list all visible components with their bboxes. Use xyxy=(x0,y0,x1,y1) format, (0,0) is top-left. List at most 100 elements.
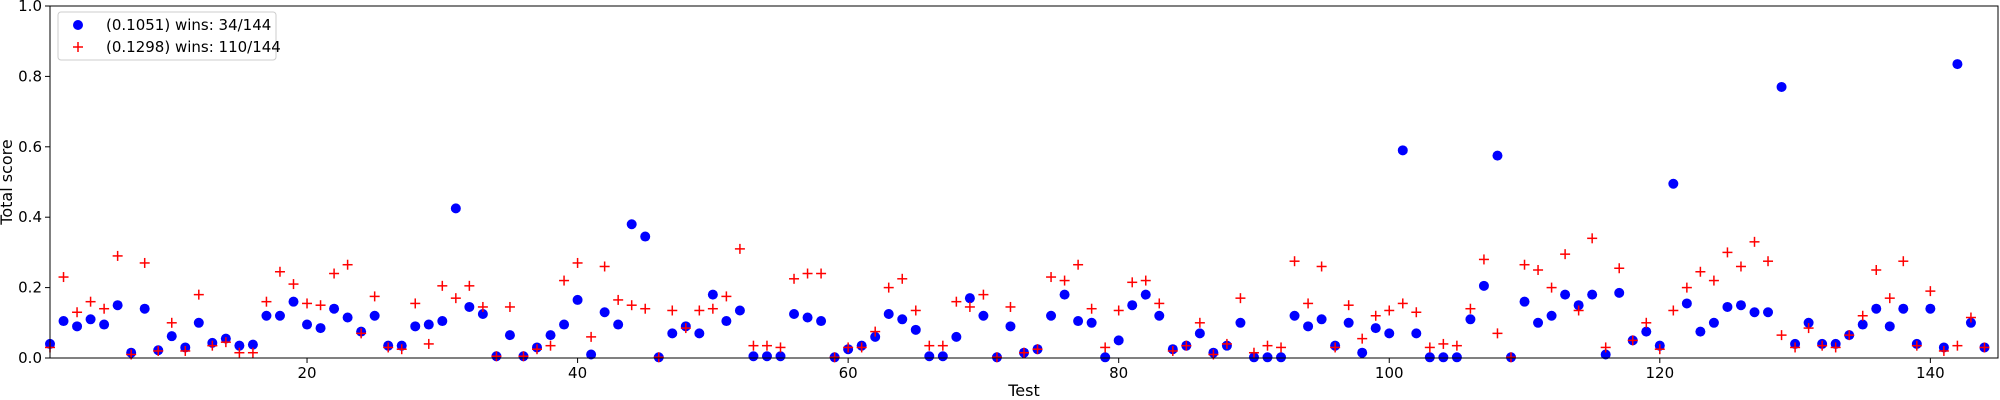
y-tick-label: 1.0 xyxy=(18,0,42,15)
blue-point xyxy=(112,300,123,311)
red-point xyxy=(572,257,583,268)
legend-entry-red: (0.1298) wins: 110/144 xyxy=(106,38,281,56)
legend-box xyxy=(57,11,277,61)
red-point xyxy=(99,303,110,314)
red-point xyxy=(1424,342,1435,353)
legend: (0.1051) wins: 34/144 (0.1298) wins: 110… xyxy=(57,11,281,61)
blue-point xyxy=(1519,296,1530,307)
blue-point xyxy=(1059,289,1070,300)
blue-point xyxy=(1763,307,1774,318)
red-point xyxy=(1776,330,1787,341)
red-point xyxy=(1911,340,1922,351)
blue-point xyxy=(897,314,908,325)
x-tick-label: 80 xyxy=(1109,364,1128,382)
red-point xyxy=(1086,303,1097,314)
blue-point xyxy=(910,324,921,335)
blue-point xyxy=(315,323,326,334)
blue-point xyxy=(1857,319,1868,330)
red-point xyxy=(1438,338,1449,349)
red-point xyxy=(1316,261,1327,272)
red-point xyxy=(1451,340,1462,351)
red-point xyxy=(1573,305,1584,316)
red-point xyxy=(1248,347,1259,358)
blue-point xyxy=(99,319,110,330)
y-tick-label: 0.4 xyxy=(18,208,42,226)
red-point xyxy=(58,272,69,283)
red-point xyxy=(829,352,840,363)
y-tick-label: 0.0 xyxy=(18,349,42,367)
blue-point xyxy=(1262,352,1273,363)
blue-point xyxy=(559,319,570,330)
blue-point xyxy=(234,340,245,351)
blue-point xyxy=(1492,150,1503,161)
red-point xyxy=(383,342,394,353)
series-red-points xyxy=(45,233,1990,363)
blue-point xyxy=(761,351,772,362)
blue-point xyxy=(1073,316,1084,327)
red-point xyxy=(1830,342,1841,353)
red-point xyxy=(477,301,488,312)
blue-point xyxy=(504,330,515,341)
blue-point xyxy=(1465,314,1476,325)
x-tick-label: 120 xyxy=(1645,364,1674,382)
blue-point xyxy=(1194,328,1205,339)
red-point xyxy=(653,352,664,363)
y-tick-label: 0.2 xyxy=(18,279,42,297)
blue-point xyxy=(450,203,461,214)
blue-point xyxy=(1411,328,1422,339)
red-point xyxy=(1167,345,1178,356)
red-point xyxy=(1560,249,1571,260)
red-point xyxy=(1370,310,1381,321)
y-axis-label: Total score xyxy=(0,139,16,225)
blue-point xyxy=(1668,178,1679,189)
blue-point xyxy=(1708,317,1719,328)
blue-point xyxy=(707,289,718,300)
blue-point xyxy=(261,310,272,321)
blue-point xyxy=(288,296,299,307)
blue-point xyxy=(274,310,285,321)
blue-point xyxy=(1965,317,1976,328)
red-point xyxy=(707,303,718,314)
red-point xyxy=(518,351,529,362)
red-point xyxy=(1032,344,1043,355)
red-point xyxy=(1357,333,1368,344)
red-point xyxy=(369,291,380,302)
blue-point xyxy=(423,319,434,330)
blue-point xyxy=(437,316,448,327)
blue-point xyxy=(1560,289,1571,300)
blue-point xyxy=(1357,347,1368,358)
blue-point xyxy=(1140,289,1151,300)
red-point xyxy=(1411,307,1422,318)
red-point xyxy=(220,337,231,348)
blue-point xyxy=(694,328,705,339)
red-point xyxy=(1465,303,1476,314)
red-point xyxy=(437,280,448,291)
red-point xyxy=(1276,342,1287,353)
red-point xyxy=(816,268,827,279)
red-point xyxy=(1519,259,1530,270)
red-point xyxy=(234,347,245,358)
red-point xyxy=(112,250,123,261)
blue-point xyxy=(572,294,583,305)
red-point xyxy=(1641,317,1652,328)
blue-point xyxy=(58,316,69,327)
red-point xyxy=(545,340,556,351)
red-point xyxy=(1600,342,1611,353)
red-point xyxy=(1817,340,1828,351)
red-point xyxy=(1735,261,1746,272)
blue-point xyxy=(1478,280,1489,291)
red-point xyxy=(789,273,800,284)
x-axis-label: Test xyxy=(1007,381,1040,400)
blue-point xyxy=(883,309,894,319)
red-point xyxy=(1221,338,1232,349)
red-point xyxy=(1005,301,1016,312)
blue-point xyxy=(1803,317,1814,328)
blue-point xyxy=(1451,352,1462,363)
red-point xyxy=(870,326,881,337)
blue-point xyxy=(1695,326,1706,337)
red-point xyxy=(1546,282,1557,293)
red-point xyxy=(856,342,867,353)
red-point xyxy=(1803,323,1814,334)
y-tick-label: 0.6 xyxy=(18,138,42,156)
